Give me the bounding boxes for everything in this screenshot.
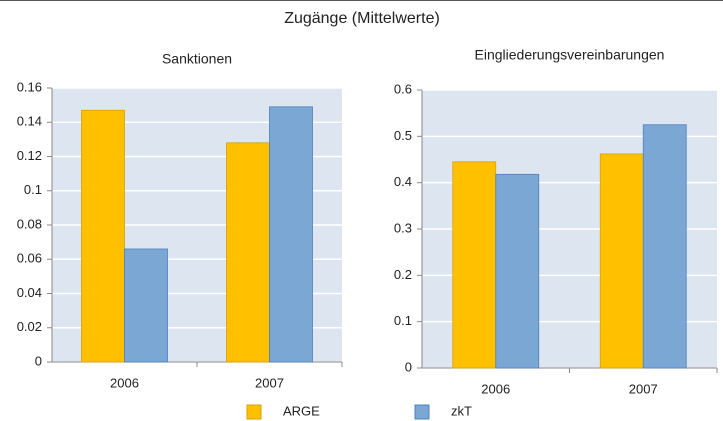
legend-swatch — [414, 404, 430, 420]
bar — [642, 124, 687, 369]
y-tick-label: 0.3 — [394, 220, 412, 235]
x-tick-label: 2007 — [255, 375, 284, 390]
y-tick-label: 0 — [405, 359, 412, 374]
bar — [269, 106, 313, 363]
y-tick-label: 0.4 — [394, 174, 412, 189]
y-tick-label: 0.04 — [17, 285, 42, 300]
chart-title: Eingliederungsvereinbarungen — [475, 47, 665, 63]
y-tick-label: 0.5 — [394, 128, 412, 143]
y-tick-label: 0.1 — [24, 182, 42, 197]
bar — [81, 109, 125, 363]
legend-swatch — [246, 404, 262, 420]
x-tick-label: 2006 — [481, 381, 510, 396]
bar — [599, 153, 644, 369]
y-tick-label: 0.2 — [394, 267, 412, 282]
y-tick-label: 0.12 — [17, 148, 42, 163]
bar — [124, 248, 168, 363]
legend-label: ARGE — [283, 403, 320, 418]
y-tick-label: 0.16 — [17, 79, 42, 94]
bar — [226, 142, 270, 363]
y-tick-label: 0.1 — [394, 313, 412, 328]
figure-title: Zugänge (Mittelwerte) — [284, 10, 440, 27]
y-tick-label: 0.06 — [17, 251, 42, 266]
y-tick-label: 0.6 — [394, 81, 412, 96]
bar — [495, 173, 540, 369]
bar — [452, 161, 497, 369]
legend-label: zkT — [451, 403, 472, 418]
y-tick-label: 0.08 — [17, 216, 42, 231]
x-tick-label: 2007 — [629, 381, 658, 396]
y-tick-label: 0.02 — [17, 319, 42, 334]
chart-title: Sanktionen — [162, 51, 232, 67]
y-tick-label: 0.14 — [17, 114, 42, 129]
y-tick-label: 0 — [35, 353, 42, 368]
x-tick-label: 2006 — [110, 375, 139, 390]
